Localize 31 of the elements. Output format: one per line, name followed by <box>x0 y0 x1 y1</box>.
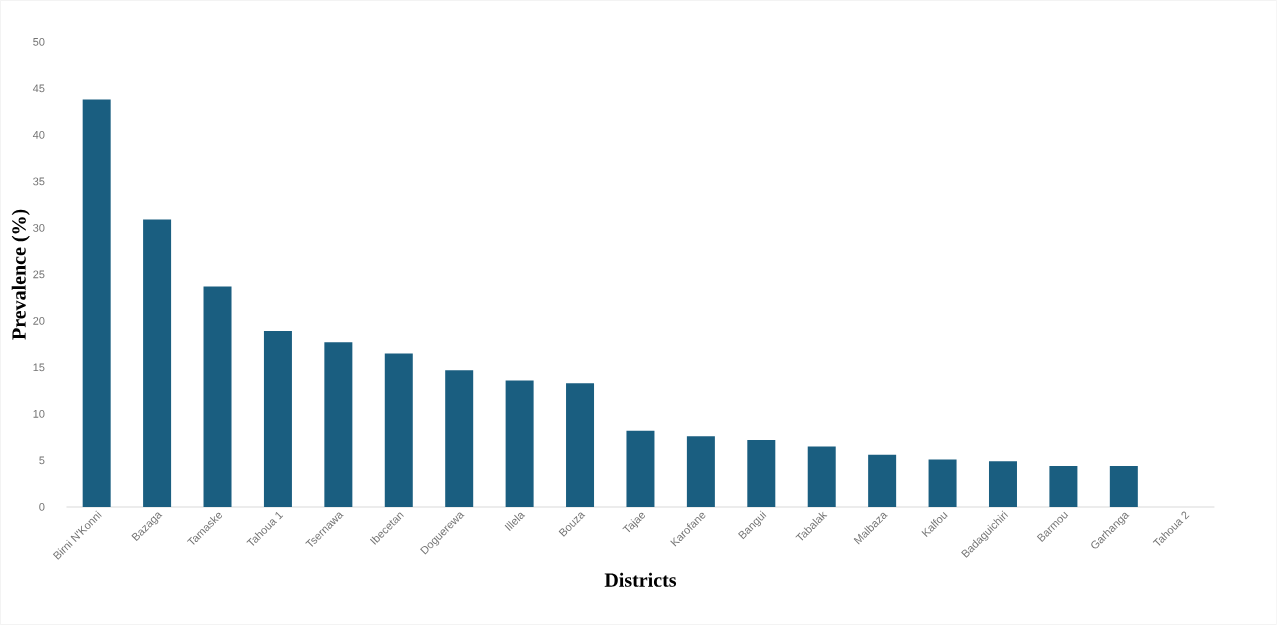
bar <box>747 439 776 507</box>
bar <box>868 454 897 507</box>
y-tick-label: 0 <box>39 503 45 511</box>
y-tick-label: 25 <box>33 270 45 279</box>
bar <box>1049 465 1078 507</box>
bar <box>505 380 534 507</box>
y-tick-label: 5 <box>39 456 45 465</box>
y-tick-label: 45 <box>32 84 45 93</box>
bar <box>82 99 111 507</box>
y-tick-label: 35 <box>33 177 45 186</box>
bar <box>143 219 172 507</box>
y-tick-label: 10 <box>33 410 45 418</box>
bar <box>203 286 232 507</box>
bar <box>928 459 957 507</box>
bar <box>263 331 292 507</box>
y-tick-label: 20 <box>33 317 45 325</box>
bar <box>807 446 836 507</box>
y-axis-title: Prevalence (%) <box>11 209 30 340</box>
y-tick-label: 15 <box>33 363 45 372</box>
bar <box>988 461 1017 507</box>
bar <box>686 436 715 507</box>
x-axis-title: Districts <box>604 572 677 587</box>
bar <box>445 370 474 507</box>
bar <box>626 430 655 507</box>
bar <box>566 383 595 507</box>
y-tick-label: 40 <box>32 131 45 139</box>
bar <box>384 353 413 507</box>
y-tick-label: 50 <box>33 38 45 46</box>
bar <box>1109 465 1138 507</box>
bar <box>324 342 353 507</box>
y-tick-label: 30 <box>33 224 45 232</box>
